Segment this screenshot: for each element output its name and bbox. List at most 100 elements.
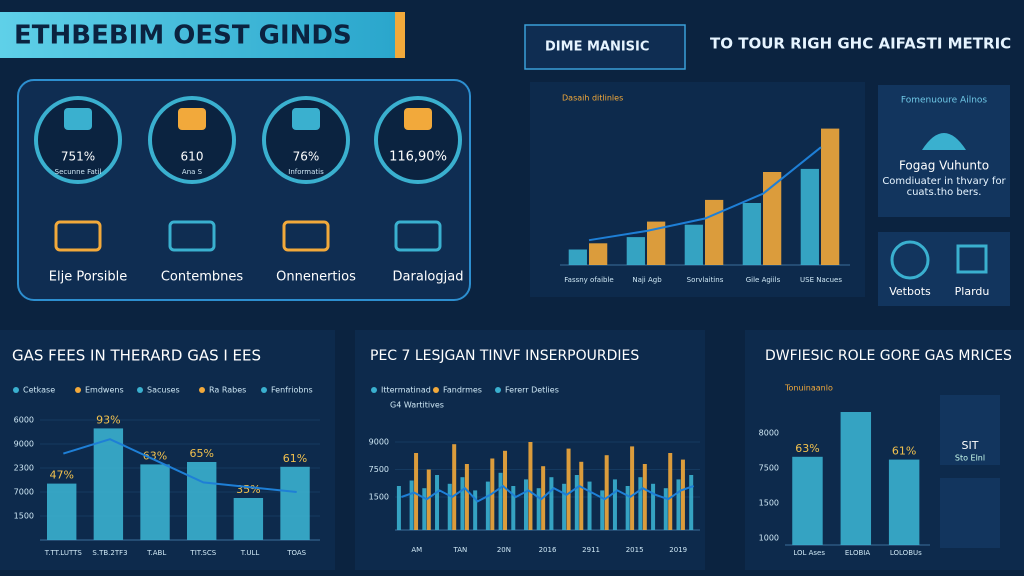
bar	[549, 477, 554, 530]
bar	[600, 490, 605, 530]
legend-swatch	[371, 387, 377, 393]
chart-title: DWFIESIC ROLE GORE GAS MRICES	[765, 348, 1012, 364]
bar	[684, 224, 703, 265]
header-title: ETHBEBIM OEST GINDS	[14, 21, 352, 51]
button-icon	[890, 240, 930, 280]
button-label[interactable]: Vetbots	[889, 285, 931, 298]
badge	[524, 24, 686, 70]
feature-label: Elje Porsible	[49, 270, 128, 285]
legend-label: Emdwens	[85, 386, 124, 395]
bar	[676, 479, 681, 530]
value-label: 65%	[189, 447, 213, 460]
side-title: Fomenuoure Ailnos	[901, 96, 988, 106]
bar	[642, 464, 647, 530]
legend-label: Ra Rabes	[209, 386, 246, 395]
header-accent	[395, 12, 405, 58]
side-text: Comdiuater in thvary for cuats.tho bers.	[882, 176, 1006, 198]
legend-label: Fererr Detlies	[505, 386, 559, 395]
value-label: 61%	[892, 445, 916, 458]
top-right-title: TO TOUR RIGH GHC AIFASTI METRIC	[710, 35, 1011, 53]
bar	[460, 477, 465, 530]
bar	[630, 446, 635, 530]
feature-icon	[394, 220, 442, 252]
bar	[792, 456, 823, 545]
metric-ring	[374, 96, 462, 184]
x-tick-label: 20N	[497, 546, 511, 554]
chart-title: Dasaih ditlinles	[562, 94, 623, 103]
x-tick-label: Gile Agiils	[746, 276, 781, 284]
bar	[435, 475, 440, 530]
mini-label: SIT	[962, 439, 979, 452]
legend-label: Fenfriobns	[271, 386, 313, 395]
button-label[interactable]: Plardu	[955, 285, 990, 298]
header-bar	[0, 12, 395, 58]
badge-text: DIME MANISIC	[545, 40, 649, 55]
x-tick-label: ELOBIA	[845, 549, 870, 557]
y-tick-label: 1000	[759, 534, 779, 543]
x-tick-label: 2911	[582, 546, 600, 554]
feature-icon	[168, 220, 216, 252]
bar	[396, 486, 401, 530]
x-tick-label: USE Nacues	[800, 276, 842, 284]
x-tick-label: AM	[411, 546, 422, 554]
metric-icon	[178, 108, 206, 130]
bar	[464, 464, 469, 530]
bar	[503, 450, 508, 530]
bar	[562, 483, 567, 530]
value-label: 35%	[236, 483, 260, 496]
legend-label: Ittermatinad	[381, 386, 431, 395]
bar	[579, 461, 584, 530]
bar	[589, 243, 608, 265]
metric-value: 610	[181, 150, 204, 164]
metric-caption: Secunne Fatil	[55, 168, 102, 176]
bar	[625, 486, 630, 530]
x-tick-label: TOAS	[286, 549, 306, 557]
legend-swatch	[75, 387, 81, 393]
x-tick-label: 2016	[539, 546, 557, 554]
bar	[187, 462, 217, 540]
bar	[626, 237, 645, 265]
bar	[528, 442, 533, 530]
feature-label: Contembnes	[161, 270, 244, 285]
legend-label: Fandrmes	[443, 386, 482, 395]
side-heading: Fogag Vuhunto	[899, 159, 989, 173]
y-tick-label: 8000	[759, 429, 779, 438]
chart-title: GAS FEES IN THERARD GAS I EES	[12, 347, 261, 365]
bar	[409, 480, 414, 530]
x-tick-label: Fassny ofaible	[564, 276, 613, 284]
bar	[840, 412, 872, 545]
bar	[647, 221, 666, 265]
y-tick-label: 9000	[14, 440, 34, 449]
bar	[689, 475, 694, 530]
bar	[280, 466, 310, 540]
bar	[668, 453, 673, 530]
x-tick-label: T.ULL	[240, 549, 260, 557]
feature-icon	[54, 220, 102, 252]
feature-label: Onnenertios	[276, 270, 356, 285]
x-tick-label: LOLOBUs	[890, 549, 922, 557]
y-tick-label: 2300	[14, 464, 34, 473]
bar	[568, 249, 587, 265]
metric-value: 116,90%	[389, 150, 447, 165]
bar	[511, 486, 516, 530]
x-tick-label: 2019	[669, 546, 687, 554]
bar	[523, 479, 528, 530]
bar	[473, 490, 478, 530]
value-label: 63%	[795, 442, 819, 455]
legend-label: Cetkase	[23, 386, 55, 395]
x-tick-label: T.ABL	[146, 549, 166, 557]
bar	[587, 481, 592, 530]
metric-ring	[148, 96, 236, 184]
bar	[414, 453, 419, 530]
metric-caption: Ana S	[182, 168, 203, 176]
metric-icon	[292, 108, 320, 130]
bar	[821, 128, 840, 265]
y-tick-label: 1500	[759, 499, 779, 508]
x-tick-label: Naji Agb	[632, 276, 662, 284]
x-tick-label: LOL Ases	[793, 549, 825, 557]
side-icon	[922, 133, 966, 150]
y-tick-label: 7500	[369, 465, 389, 474]
chart-subtitle: G4 Wartitives	[390, 401, 444, 410]
bar	[140, 464, 170, 540]
bar	[705, 199, 724, 265]
